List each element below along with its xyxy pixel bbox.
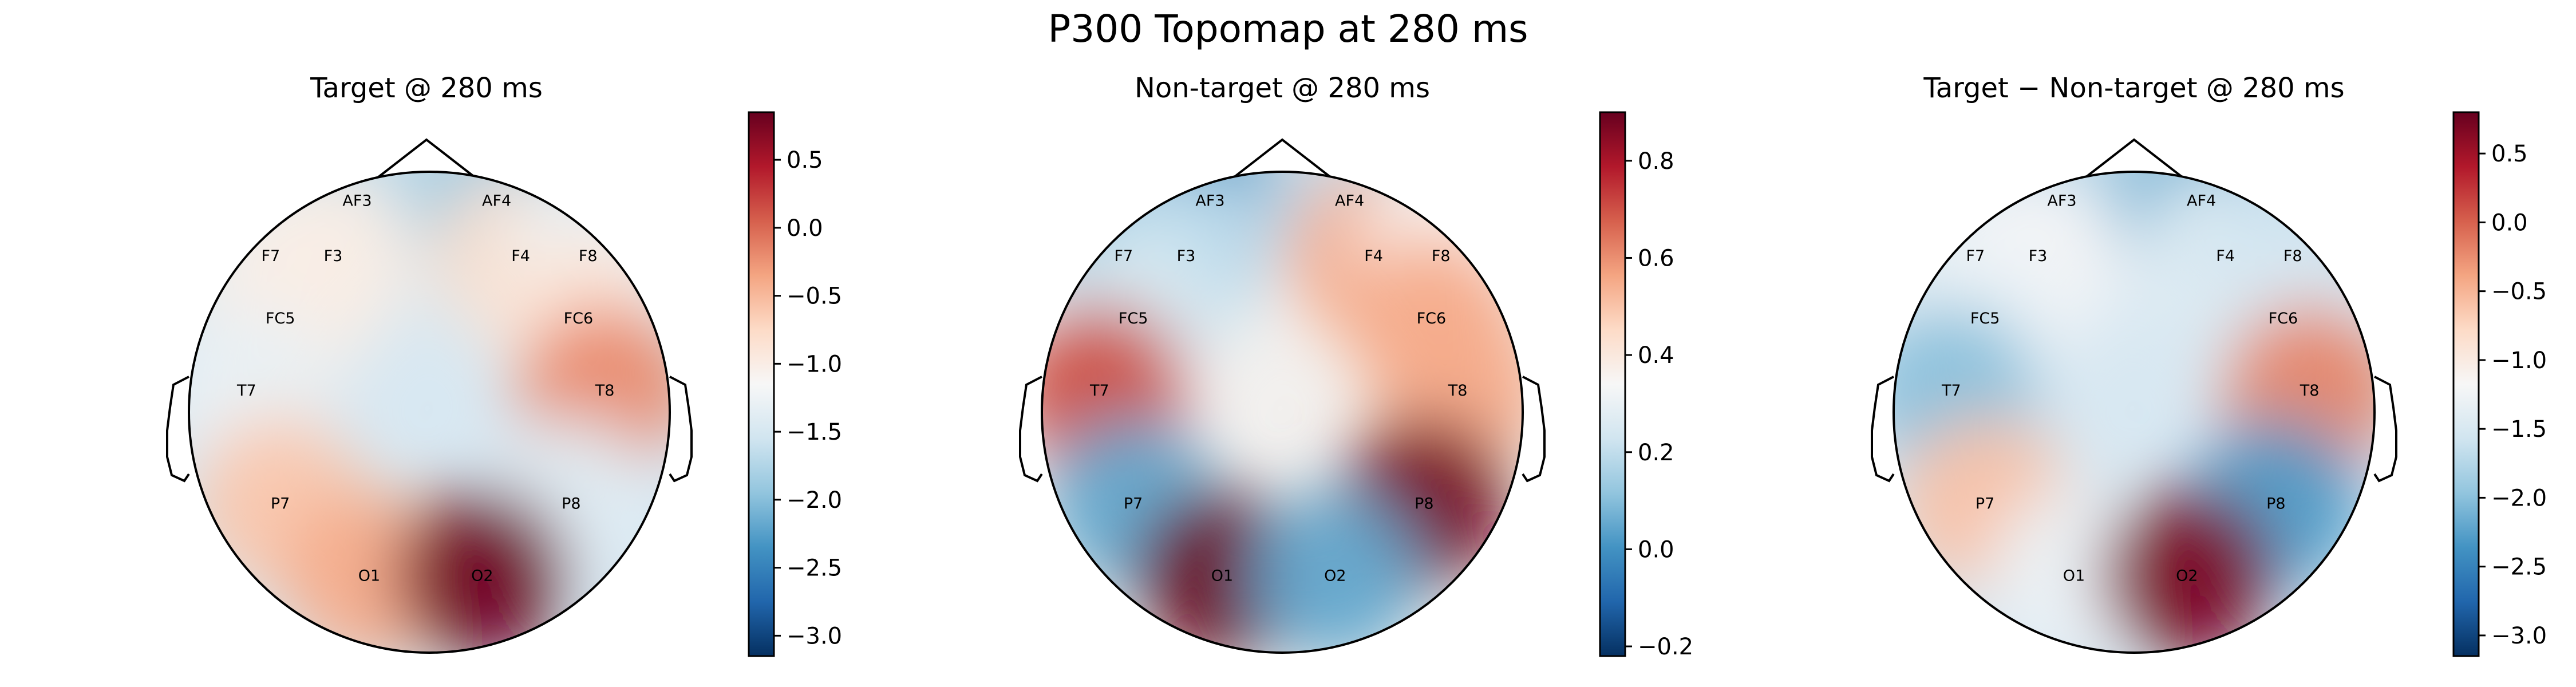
electrode-label: AF3 <box>2047 192 2076 210</box>
electrode-label: T7 <box>1089 382 1109 400</box>
electrode-label: O2 <box>2176 567 2198 585</box>
electrode-label: FC6 <box>564 310 594 327</box>
colorbar-tick-label: 0.0 <box>1638 536 1674 563</box>
colorbar-tick-label: −2.5 <box>2491 554 2547 581</box>
electrode-label: F3 <box>2029 247 2048 265</box>
colorbar-tick-label: 0.5 <box>2491 141 2528 167</box>
head-outline <box>188 171 671 654</box>
electrode-label: T8 <box>2300 382 2320 400</box>
electrode-label: FC6 <box>2269 310 2298 327</box>
left-ear-outline <box>166 376 190 483</box>
electrode-label: F4 <box>2216 247 2235 265</box>
right-ear-outline <box>2373 376 2397 483</box>
colorbar-tick-label: −3.0 <box>787 623 842 649</box>
electrode-label: O1 <box>1211 567 1233 585</box>
panel-title: Non-target @ 280 ms <box>1135 72 1430 104</box>
electrode-value-blob <box>1249 489 1421 653</box>
electrode-label: P8 <box>1415 495 1433 513</box>
electrode-label: P7 <box>271 495 290 513</box>
electrode-label: F8 <box>579 247 598 265</box>
electrode-label: T8 <box>595 382 615 400</box>
colorbar <box>748 111 775 657</box>
electrode-label: P7 <box>1976 495 1994 513</box>
electrode-label: T7 <box>236 382 256 400</box>
electrode-label: P8 <box>562 495 580 513</box>
nose-outline <box>2084 138 2184 179</box>
electrode-label: F3 <box>324 247 343 265</box>
electrode-label: T7 <box>1941 382 1961 400</box>
colorbar-tick-label: −0.5 <box>2491 279 2547 305</box>
right-ear-outline <box>669 376 693 483</box>
electrode-label: F7 <box>261 247 280 265</box>
topomap-panel-target: Target @ 280 ms AF3 AF4 F7 F3 F4 F8 FC5 FC6 T7 T8… <box>166 72 842 657</box>
nose-outline <box>377 138 476 179</box>
colorbar <box>2452 111 2480 657</box>
colorbar-tick-label: −1.0 <box>2491 348 2547 374</box>
left-ear-outline <box>1019 376 1043 483</box>
electrode-label: P8 <box>2266 495 2285 513</box>
figure-title: P300 Topomap at 280 ms <box>1048 7 1528 51</box>
colorbar-tick-label: −0.5 <box>787 283 842 310</box>
colorbar <box>1599 111 1626 657</box>
colorbar-tick-label: −1.5 <box>787 419 842 445</box>
electrode-label: FC5 <box>1119 310 1148 327</box>
electrode-value-blob <box>2101 489 2273 653</box>
electrode-label: F8 <box>2283 247 2302 265</box>
electrode-label: AF4 <box>1335 192 1364 210</box>
electrode-label: F4 <box>1364 247 1383 265</box>
colorbar-tick-label: −0.2 <box>1638 634 1693 660</box>
colorbar-tick-label: 0.0 <box>2491 210 2528 236</box>
colorbar-tick-label: 0.8 <box>1638 148 1674 175</box>
electrode-label: AF4 <box>482 192 511 210</box>
electrode-label: T8 <box>1448 382 1468 400</box>
electrode-label: F4 <box>511 247 530 265</box>
electrode-label: FC5 <box>1970 310 2000 327</box>
electrode-label: O2 <box>471 567 493 585</box>
colorbar-tick-label: −2.0 <box>787 487 842 514</box>
colorbar-tick-label: −1.5 <box>2491 416 2547 443</box>
panel-title: Target @ 280 ms <box>310 72 543 104</box>
colorbar-tick-label: −2.5 <box>787 555 842 582</box>
colorbar-tick-label: −3.0 <box>2491 623 2547 649</box>
electrode-label: F3 <box>1177 247 1196 265</box>
electrode-label: F7 <box>1114 247 1133 265</box>
electrode-label: FC6 <box>1417 310 1447 327</box>
colorbar-tick-label: 0.5 <box>787 147 823 173</box>
electrode-label: P7 <box>1124 495 1143 513</box>
electrode-label: F7 <box>1966 247 1985 265</box>
colorbar-tick-label: 0.2 <box>1638 440 1674 466</box>
topomap-panel-non-target: Non-target @ 280 ms AF3 AF4 F7 F3 F4 F8 FC5 FC6… <box>1019 72 1693 660</box>
colorbar-tick-label: 0.4 <box>1638 342 1674 369</box>
electrode-label: O1 <box>2063 567 2085 585</box>
left-ear-outline <box>1871 376 1895 483</box>
colorbar-tick-label: −2.0 <box>2491 485 2547 511</box>
electrode-label: FC5 <box>266 310 295 327</box>
electrode-label: AF4 <box>2187 192 2216 210</box>
electrode-label: O2 <box>1324 567 1346 585</box>
electrode-label: O1 <box>358 567 380 585</box>
electrode-label: F8 <box>1432 247 1451 265</box>
panel-title: Target − Non-target @ 280 ms <box>1923 72 2344 104</box>
electrode-label: AF3 <box>342 192 372 210</box>
topomap-panel-difference: Target − Non-target @ 280 ms AF3 AF4 F7 F3 F… <box>1871 72 2547 657</box>
colorbar-tick-label: 0.0 <box>787 215 823 242</box>
colorbar-tick-label: −1.0 <box>787 351 842 377</box>
colorbar-tick-label: 0.6 <box>1638 245 1674 271</box>
head-outline <box>1041 171 1524 654</box>
head-outline <box>1893 171 2376 654</box>
electrode-label: AF3 <box>1195 192 1224 210</box>
electrode-value-blob <box>396 489 568 653</box>
nose-outline <box>1232 138 1332 179</box>
right-ear-outline <box>1522 376 1546 483</box>
